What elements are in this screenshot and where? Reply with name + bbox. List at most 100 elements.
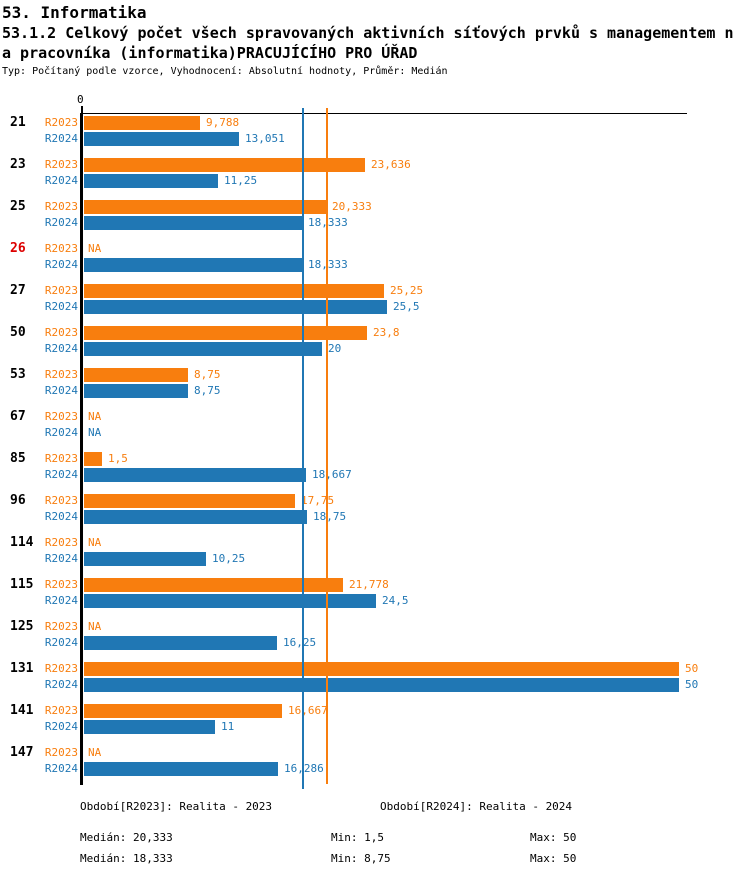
- series-label-r2024: R2024: [44, 636, 78, 649]
- median-line-r2023: [326, 108, 328, 784]
- bar-value-label: 23,636: [371, 158, 411, 171]
- category-label: 114: [10, 535, 34, 550]
- legend-r2023: Období[R2023]: Realita - 2023: [80, 800, 273, 813]
- bar-value-label: 25,25: [390, 284, 424, 297]
- category-label: 141: [10, 703, 34, 718]
- bar-r2023: [84, 662, 679, 676]
- series-label-r2023: R2023: [44, 746, 78, 759]
- series-label-r2023: R2023: [44, 368, 78, 381]
- bar-r2024: [84, 216, 302, 230]
- series-label-r2024: R2024: [44, 762, 78, 775]
- bar-value-label: 13,051: [245, 132, 285, 145]
- series-label-r2024: R2024: [44, 132, 78, 145]
- bar-value-label: 18,667: [312, 468, 352, 481]
- category-label: 21: [10, 115, 26, 130]
- stat-min-r2024: Min: 8,75: [331, 852, 391, 865]
- bar-value-label: 25,5: [393, 300, 420, 313]
- series-label-r2024: R2024: [44, 426, 78, 439]
- bar-value-label: NA: [88, 620, 102, 633]
- bar-value-label: 10,25: [212, 552, 246, 565]
- bar-r2023: [84, 578, 343, 592]
- bar-r2023: [84, 200, 326, 214]
- bar-value-label: 50: [685, 662, 699, 675]
- bar-r2024: [84, 594, 376, 608]
- category-label: 27: [10, 283, 26, 298]
- series-label-r2023: R2023: [44, 116, 78, 129]
- series-label-r2023: R2023: [44, 578, 78, 591]
- bar-value-label: NA: [88, 536, 102, 549]
- bar-value-label: 16,25: [283, 636, 317, 649]
- legend-r2024: Období[R2024]: Realita - 2024: [380, 800, 573, 813]
- bar-r2024: [84, 636, 277, 650]
- stat-min-r2023: Min: 1,5: [331, 831, 384, 844]
- category-label: 26: [10, 241, 26, 256]
- indicator-title-line-1: 53.1.2 Celkový počet všech spravovaných …: [2, 24, 734, 42]
- category-label: 147: [10, 745, 34, 760]
- bar-r2024: [84, 762, 278, 776]
- series-label-r2023: R2023: [44, 284, 78, 297]
- series-label-r2024: R2024: [44, 678, 78, 691]
- bar-value-label: 20: [328, 342, 342, 355]
- bar-r2023: [84, 494, 295, 508]
- bar-r2024: [84, 132, 239, 146]
- series-label-r2024: R2024: [44, 300, 78, 313]
- series-label-r2024: R2024: [44, 216, 78, 229]
- bar-value-label: 8,75: [194, 368, 221, 381]
- series-label-r2023: R2023: [44, 410, 78, 423]
- stat-median-r2024: Medián: 18,333: [80, 852, 173, 865]
- axis-zero-tick: [81, 106, 83, 114]
- category-label: 85: [10, 451, 26, 466]
- bar-r2024: [84, 552, 206, 566]
- bar-r2023: [84, 284, 384, 298]
- bar-r2023: [84, 368, 188, 382]
- bar-value-label: 9,788: [206, 116, 240, 129]
- bar-value-label: 16,667: [288, 704, 328, 717]
- category-label: 125: [10, 619, 34, 634]
- bar-r2024: [84, 174, 218, 188]
- bar-r2023: [84, 158, 365, 172]
- series-label-r2024: R2024: [44, 594, 78, 607]
- bar-value-label: 21,778: [349, 578, 389, 591]
- bar-r2023: [84, 326, 367, 340]
- series-label-r2024: R2024: [44, 342, 78, 355]
- series-label-r2024: R2024: [44, 258, 78, 271]
- bar-value-label: NA: [88, 242, 102, 255]
- bar-r2024: [84, 720, 215, 734]
- series-label-r2023: R2023: [44, 326, 78, 339]
- bar-r2023: [84, 452, 102, 466]
- bar-value-label: NA: [88, 746, 102, 759]
- bar-value-label: 1,5: [108, 452, 128, 465]
- stat-max-r2023: Max: 50: [530, 831, 577, 844]
- bar-r2024: [84, 510, 307, 524]
- report-section-title: 53. Informatika: [2, 3, 147, 22]
- series-label-r2024: R2024: [44, 552, 78, 565]
- series-label-r2024: R2024: [44, 510, 78, 523]
- category-label: 131: [10, 661, 34, 676]
- stat-median-r2023: Medián: 20,333: [80, 831, 173, 844]
- series-label-r2023: R2023: [44, 158, 78, 171]
- category-label: 96: [10, 493, 26, 508]
- bar-r2023: [84, 116, 200, 130]
- bar-value-label: NA: [88, 410, 102, 423]
- median-line-r2024: [302, 108, 304, 789]
- bar-value-label: 20,333: [332, 200, 372, 213]
- bar-r2024: [84, 342, 322, 356]
- y-axis-line: [80, 113, 83, 785]
- series-label-r2023: R2023: [44, 242, 78, 255]
- series-label-r2023: R2023: [44, 452, 78, 465]
- series-label-r2024: R2024: [44, 174, 78, 187]
- category-label: 25: [10, 199, 26, 214]
- bar-r2024: [84, 258, 302, 272]
- series-label-r2023: R2023: [44, 620, 78, 633]
- category-label: 67: [10, 409, 26, 424]
- stat-max-r2024: Max: 50: [530, 852, 577, 865]
- series-label-r2023: R2023: [44, 704, 78, 717]
- bar-value-label: 23,8: [373, 326, 400, 339]
- bar-r2024: [84, 300, 387, 314]
- bar-value-label: 11: [221, 720, 235, 733]
- x-axis-line: [82, 113, 687, 114]
- category-label: 50: [10, 325, 26, 340]
- bar-r2024: [84, 468, 306, 482]
- bar-value-label: 50: [685, 678, 699, 691]
- bar-r2023: [84, 704, 282, 718]
